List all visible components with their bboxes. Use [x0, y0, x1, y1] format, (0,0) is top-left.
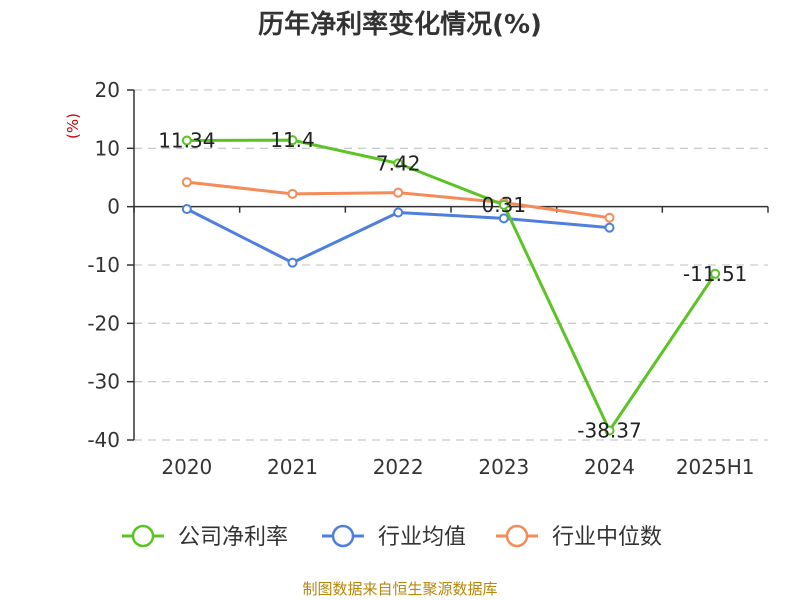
data-point	[498, 213, 509, 224]
data-point	[498, 199, 509, 210]
data-label: 11.34	[158, 129, 215, 153]
data-label: 7.42	[376, 151, 421, 175]
data-point	[604, 222, 615, 233]
y-tick-label: -30	[87, 370, 120, 394]
legend-item-1[interactable]: 行业均值	[322, 524, 466, 550]
x-tick-label: 2020	[161, 455, 212, 479]
grid-lines	[134, 89, 768, 441]
y-tick-label: 10	[95, 136, 120, 160]
legend-swatch-marker	[331, 524, 355, 548]
x-tick-label: 2024	[584, 455, 635, 479]
axes: 20 10 0 -10 -20 -30 -40 2020 2021 2022 2023 2024 202…	[87, 78, 769, 479]
x-tick-label: 2023	[478, 455, 529, 479]
y-tick-label: -10	[87, 253, 120, 277]
data-point	[710, 268, 721, 279]
data-point	[287, 135, 298, 146]
y-axis-unit: (%)	[64, 113, 82, 139]
legend-label: 行业中位数	[552, 525, 662, 550]
data-point	[181, 135, 192, 146]
legend-swatch-marker	[505, 524, 529, 548]
legend-label: 公司净利率	[178, 525, 288, 550]
y-tick-label: 20	[95, 78, 120, 102]
legend[interactable]: 公司净利率 行业均值 行业中位数	[122, 524, 662, 550]
data-point	[604, 425, 615, 436]
data-point	[181, 177, 192, 188]
y-tick-label: -40	[87, 428, 120, 452]
series-line-0	[186, 138, 717, 432]
y-tick-label: 0	[107, 195, 120, 219]
data-label: -38.37	[577, 418, 641, 442]
x-tick-label: 2021	[267, 455, 318, 479]
data-point	[393, 158, 404, 169]
data-point	[287, 188, 298, 199]
data-point	[181, 204, 192, 214]
legend-item-2[interactable]: 行业中位数	[496, 524, 662, 550]
data-label: -11.51	[683, 262, 747, 286]
legend-item-0[interactable]: 公司净利率	[122, 524, 288, 550]
data-label: 11.4	[270, 128, 315, 152]
legend-label: 行业均值	[378, 525, 466, 550]
data-point	[604, 212, 615, 223]
source-note: 制图数据来自恒生聚源数据库	[302, 580, 497, 598]
x-tick-label: 2025H1	[676, 455, 755, 479]
data-point	[393, 187, 404, 198]
chart-title: 历年净利率变化情况(%)	[258, 9, 542, 40]
data-point	[393, 207, 404, 218]
series-lines	[181, 135, 721, 436]
data-label: 0.31	[482, 193, 527, 217]
x-tick-label: 2022	[373, 455, 424, 479]
legend-swatch-marker	[131, 524, 155, 548]
data-point	[287, 257, 298, 268]
data-labels: 11.34 11.4 7.42 0.31 -38.37 -11.51	[158, 128, 747, 442]
y-tick-label: -20	[87, 311, 120, 335]
